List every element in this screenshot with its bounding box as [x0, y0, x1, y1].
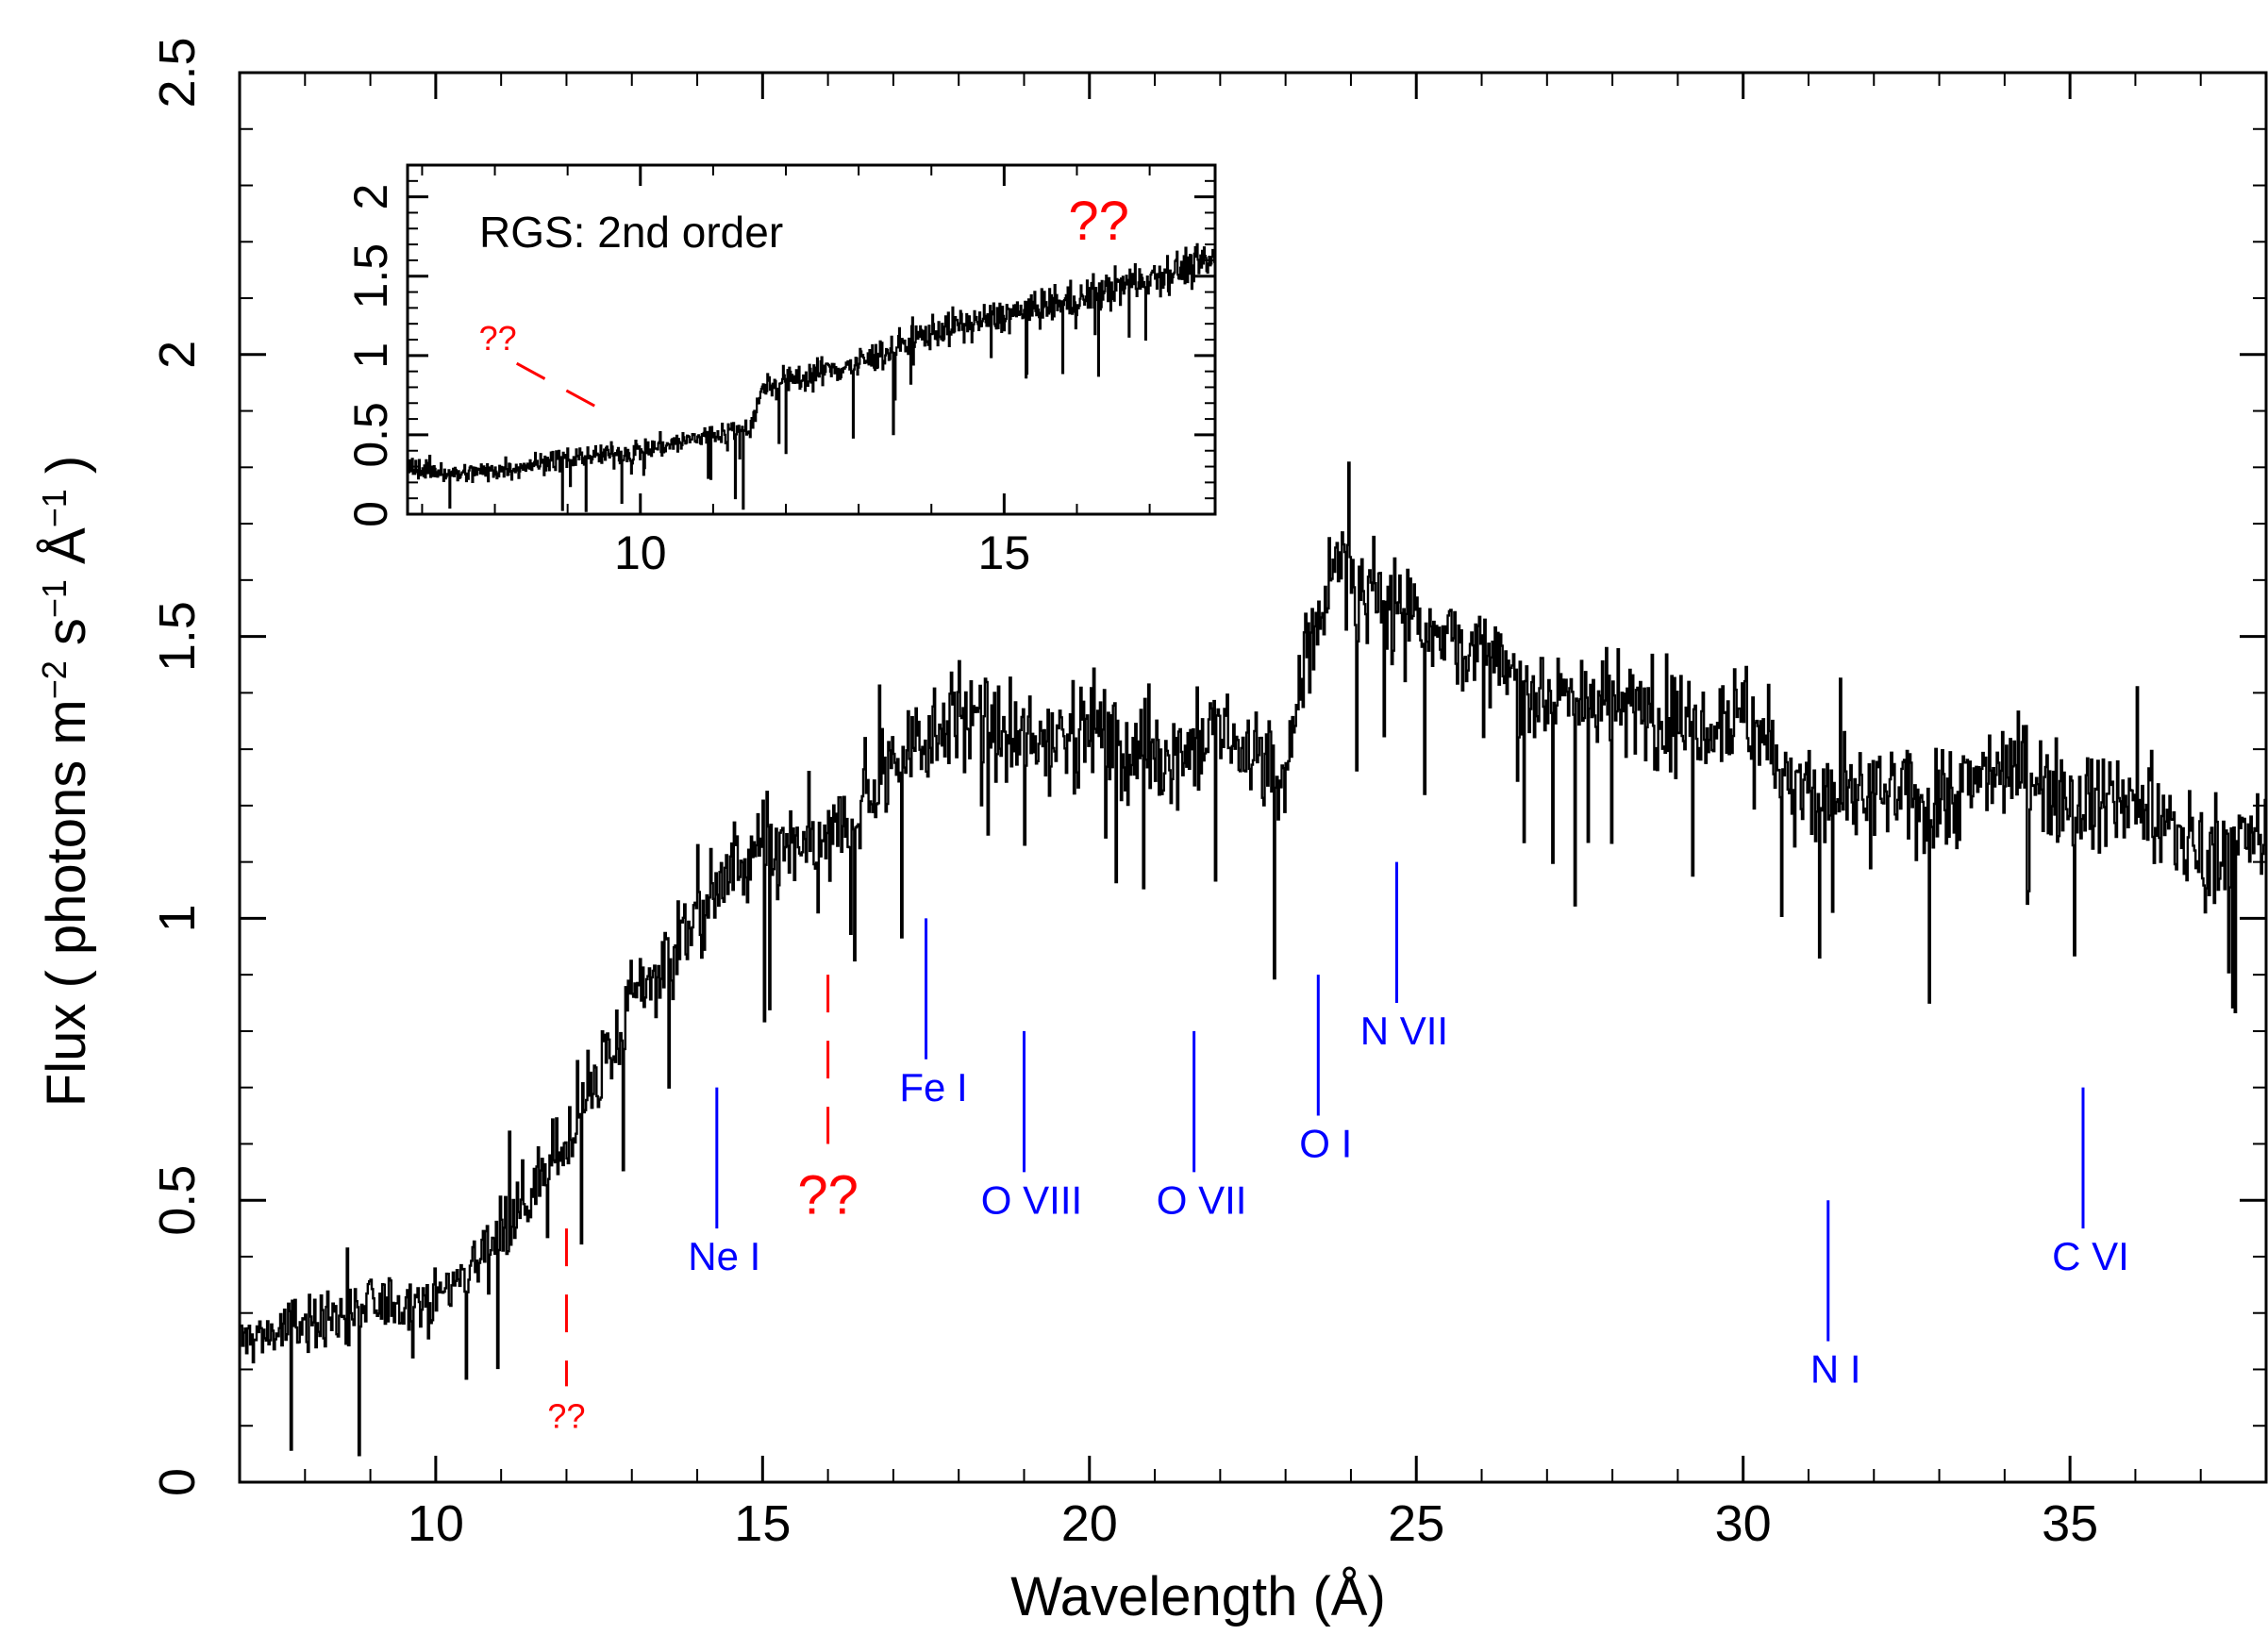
emission-line-label: Ne I [688, 1234, 760, 1278]
y-axis-title: Flux ( photons m−2 s−1 Å−1 ) [35, 456, 97, 1107]
y-tick-label: 2.5 [149, 37, 206, 108]
main-unknown-features: ???? [547, 975, 859, 1435]
main-spectrum-line [240, 461, 2266, 1457]
emission-line-label: N I [1810, 1347, 1861, 1392]
x-tick-label: 20 [1061, 1495, 1118, 1552]
y-tick-label: 0 [149, 1468, 206, 1496]
main-spectrum-series [240, 461, 2266, 1457]
unknown-feature-label: ?? [797, 1164, 859, 1226]
emission-line-label: O I [1299, 1122, 1352, 1166]
x-tick-label: 15 [734, 1495, 791, 1552]
x-tick-label: 25 [1388, 1495, 1444, 1552]
y-tick-label: 2 [149, 341, 206, 369]
emission-line-label: C VI [2052, 1234, 2129, 1278]
x-tick-label: 35 [2042, 1495, 2098, 1552]
inset-y-tick-label: 0.5 [344, 402, 397, 468]
main-emission-lines: Ne I Fe I O VIII O VII O I N VII N I C VI [688, 861, 2129, 1392]
x-tick-label: 30 [1715, 1495, 1772, 1552]
emission-line-label: O VII [1157, 1177, 1247, 1222]
y-tick-label: 0.5 [149, 1165, 206, 1236]
emission-line-label: O VIII [981, 1177, 1082, 1222]
main-plot-frame [238, 71, 2268, 1484]
y-tick-label: 1 [149, 904, 206, 932]
x-tick-label: 10 [408, 1495, 464, 1552]
y-tick-label: 1.5 [149, 601, 206, 672]
inset-title: RGS: 2nd order [479, 208, 783, 257]
inset-unknown-feature-marker [515, 361, 605, 412]
inset-axis-ticks: 10 15 0 0.5 1 1.5 2 [344, 165, 1215, 579]
emission-line-label: Fe I [899, 1065, 967, 1109]
inset-unknown-features: ???? [479, 191, 1129, 412]
inset-y-tick-label: 1 [344, 342, 397, 369]
inset-x-tick-label: 10 [614, 526, 667, 579]
x-axis-title: Wavelength (Å) [1010, 1566, 1386, 1627]
inset-y-tick-label: 2 [344, 184, 397, 210]
inset-unknown-feature-label: ?? [479, 319, 517, 358]
inset-spectrum-line [407, 242, 1216, 512]
inset-x-tick-label: 15 [978, 526, 1031, 579]
unknown-feature-label: ?? [547, 1396, 585, 1435]
inset-unknown-feature-label: ?? [1068, 191, 1129, 252]
inset-y-tick-label: 0 [344, 501, 397, 527]
inset-spectrum-series [407, 242, 1216, 512]
emission-line-label: N VII [1360, 1009, 1448, 1053]
inset-y-tick-label: 1.5 [344, 243, 397, 309]
